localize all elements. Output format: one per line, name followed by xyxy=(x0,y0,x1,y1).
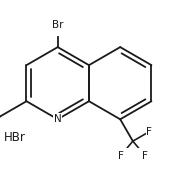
Text: Br: Br xyxy=(52,20,63,30)
Text: F: F xyxy=(142,150,148,160)
Text: F: F xyxy=(118,150,124,160)
Text: N: N xyxy=(54,114,62,124)
Text: F: F xyxy=(146,127,152,137)
Text: HBr: HBr xyxy=(4,131,25,144)
